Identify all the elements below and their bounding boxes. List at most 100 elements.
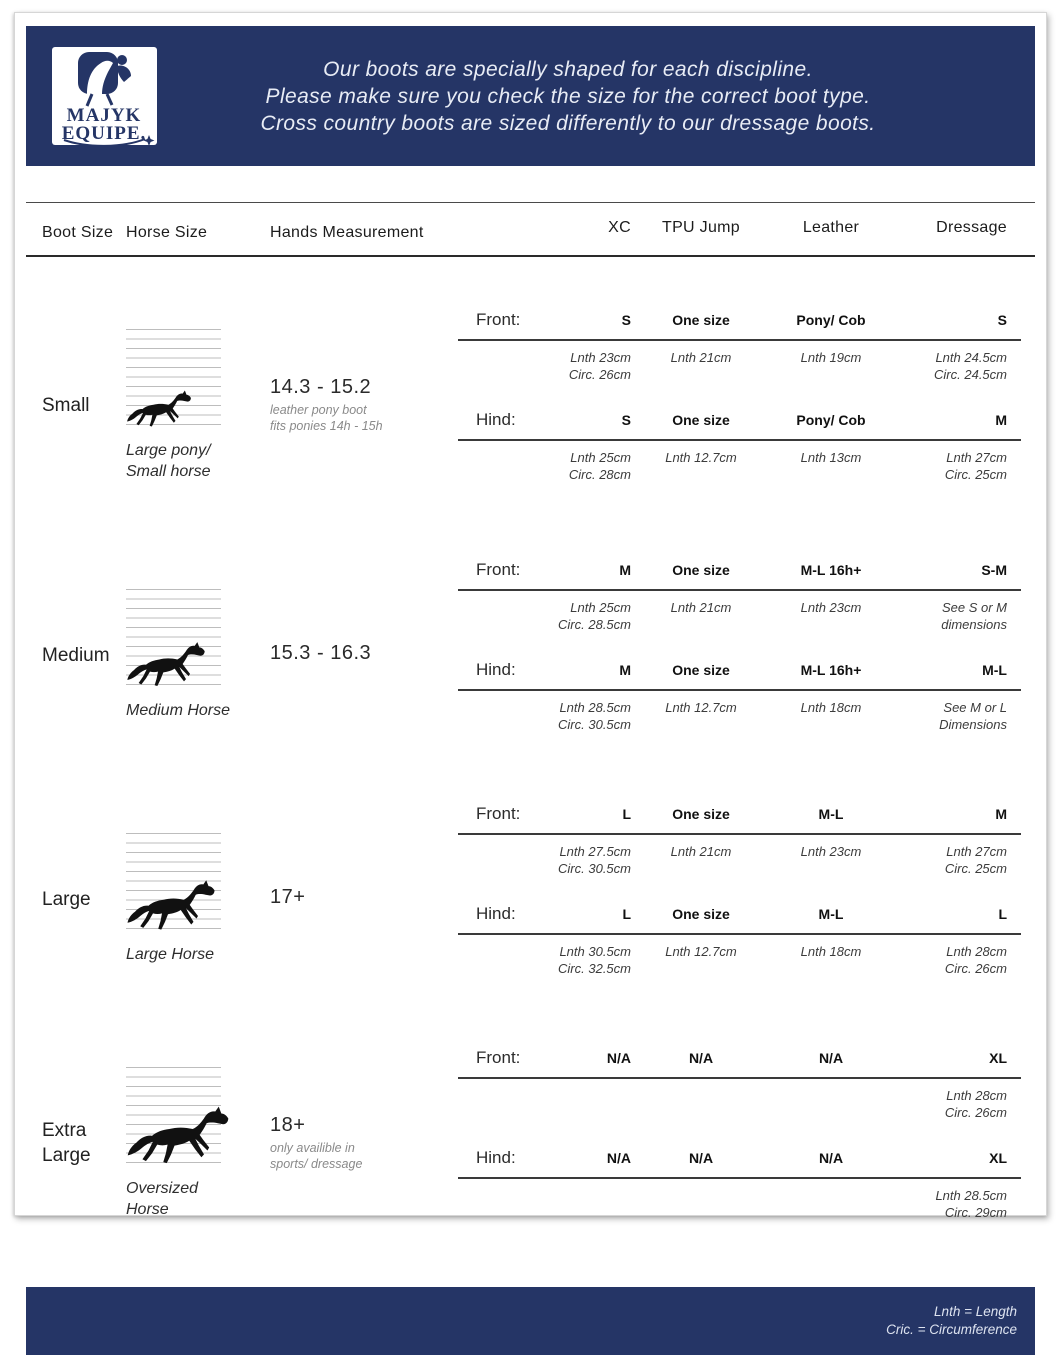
boot-size-label: Small <box>42 394 90 416</box>
front-tpu-dimensions: Lnth 21cm <box>670 350 732 365</box>
hind-tpu-dimensions <box>631 1188 771 1223</box>
discipline-sizes-table: Front: L One size M-L M Lnth 27.5cm Circ… <box>458 799 1021 999</box>
logo-wordmark-line1: MAJYK <box>67 105 142 126</box>
front-dressage-dimensions: Lnth 28cm Circ. 26cm <box>944 1088 1007 1120</box>
size-row: Large Large Horse 17+ <box>26 799 1035 999</box>
hind-xc-size: M <box>619 662 631 678</box>
hands-measurement-value: 17+ <box>270 886 306 908</box>
front-leather-size: Pony/ Cob <box>796 312 866 328</box>
front-dressage-dimensions: Lnth 27cm Circ. 25cm <box>944 844 1007 876</box>
hind-xc-dimensions: Lnth 28.5cm Circ. 30.5cm <box>558 700 631 732</box>
header-message-line: Please make sure you check the size for … <box>265 84 871 108</box>
hands-measurement-value: 14.3 - 15.2 <box>270 376 372 398</box>
hands-measurement-note: leather pony boot fits ponies 14h - 15h <box>270 403 383 433</box>
hind-xc-size: L <box>622 906 631 922</box>
hind-dimensions-row: Lnth 28.5cm Circ. 30.5cm Lnth 12.7cm Lnt… <box>458 691 1021 755</box>
front-sizes-row: Front: S One size Pony/ Cob S <box>458 305 1021 341</box>
front-dressage-dimensions: Lnth 24.5cm Circ. 24.5cm <box>934 350 1007 382</box>
hind-dimensions-row: Lnth 28.5cm Circ. 29cm <box>458 1179 1021 1243</box>
boot-size-label: Extra Large <box>42 1120 91 1166</box>
hind-xc-size: N/A <box>606 1150 631 1166</box>
header-band: MAJYK EQUIPE. Our boots are specially sh… <box>26 26 1035 166</box>
abbreviation-key-line: Lnth = Length <box>934 1304 1017 1319</box>
front-xc-size: N/A <box>606 1050 631 1066</box>
front-tpu-size: One size <box>672 562 730 578</box>
front-tpu-size: One size <box>672 806 730 822</box>
front-xc-size: L <box>622 806 631 822</box>
front-tpu-size: N/A <box>688 1050 714 1066</box>
front-dressage-dimensions: See S or M dimensions <box>941 600 1007 632</box>
size-row: Extra Large Oversized Horse 18+ <box>26 1043 1035 1243</box>
hind-tpu-dimensions: Lnth 12.7cm <box>665 944 737 959</box>
front-xc-dimensions: Lnth 25cm Circ. 28.5cm <box>558 600 631 632</box>
front-xc-dimensions <box>539 1088 631 1123</box>
front-xc-size: M <box>619 562 631 578</box>
discipline-sizes-table: Front: M One size M-L 16h+ S-M Lnth 25cm… <box>458 555 1021 755</box>
hind-dressage-size: L <box>998 906 1007 922</box>
front-dimensions-row: Lnth 23cm Circ. 26cm Lnth 21cm Lnth 19cm… <box>458 341 1021 405</box>
horse-size-label: Medium Horse <box>126 702 231 719</box>
logo-star-icon <box>143 135 155 145</box>
hind-tpu-size: One size <box>672 662 730 678</box>
front-dressage-size: S-M <box>981 562 1007 578</box>
hind-xc-dimensions <box>539 1188 631 1223</box>
front-dimensions-row: Lnth 25cm Circ. 28.5cm Lnth 21cm Lnth 23… <box>458 591 1021 655</box>
column-header-hands-measurement: Hands Measurement <box>270 224 424 241</box>
majyk-equipe-logo: MAJYK EQUIPE. <box>52 47 157 145</box>
galloping-horse-icon <box>127 880 215 930</box>
hind-dressage-dimensions: Lnth 27cm Circ. 25cm <box>944 450 1007 482</box>
front-xc-dimensions: Lnth 23cm Circ. 26cm <box>568 350 631 382</box>
hands-measurement-value: 18+ <box>270 1114 306 1136</box>
front-sizes-row: Front: N/A N/A N/A XL <box>458 1043 1021 1079</box>
hind-xc-size: S <box>621 412 631 428</box>
hind-tpu-dimensions: Lnth 12.7cm <box>665 450 737 465</box>
front-tpu-size: One size <box>672 312 730 328</box>
front-tpu-dimensions: Lnth 21cm <box>670 600 732 615</box>
column-header-dressage: Dressage <box>936 219 1007 236</box>
hind-dressage-size: M <box>995 412 1007 428</box>
column-header-boot-size: Boot Size <box>42 224 114 241</box>
front-row-label: Front: <box>476 560 521 579</box>
galloping-horse-icon <box>127 642 205 686</box>
column-header-xc: XC <box>608 219 631 236</box>
horse-size-label: Large pony/ Small horse <box>126 441 211 480</box>
front-dimensions-row: Lnth 27.5cm Circ. 30.5cm Lnth 21cm Lnth … <box>458 835 1021 899</box>
hind-tpu-size: One size <box>672 906 730 922</box>
logo-swoosh <box>63 138 146 145</box>
hind-row-label: Hind: <box>476 1148 516 1167</box>
header-message-line: Cross country boots are sized differentl… <box>260 111 876 135</box>
galloping-horse-icon <box>127 389 191 427</box>
horse-size-label: Large Horse <box>126 946 215 963</box>
height-chart-lines <box>126 589 221 693</box>
hind-tpu-dimensions: Lnth 12.7cm <box>665 700 737 715</box>
front-xc-dimensions: Lnth 27.5cm Circ. 30.5cm <box>558 844 631 876</box>
hind-xc-dimensions: Lnth 25cm Circ. 28cm <box>568 450 631 482</box>
hind-dressage-dimensions: See M or L Dimensions <box>939 700 1007 732</box>
hind-row-label: Hind: <box>476 660 516 679</box>
height-chart-lines <box>126 1066 229 1171</box>
horse-and-rider-icon <box>78 52 131 107</box>
header-message: Our boots are specially shaped for each … <box>157 56 1009 137</box>
hind-leather-dimensions: Lnth 18cm <box>800 700 862 715</box>
front-leather-size: M-L <box>818 806 844 822</box>
discipline-sizes-table: Front: N/A N/A N/A XL <box>458 1043 1021 1243</box>
front-xc-size: S <box>621 312 631 328</box>
height-chart-lines <box>126 328 221 433</box>
hind-dimensions-row: Lnth 25cm Circ. 28cm Lnth 12.7cm Lnth 13… <box>458 441 1021 505</box>
galloping-horse-icon <box>127 1106 229 1163</box>
hind-row-label: Hind: <box>476 410 516 429</box>
hands-measurement-value: 15.3 - 16.3 <box>270 642 372 664</box>
hind-leather-dimensions: Lnth 13cm <box>800 450 862 465</box>
boot-size-label: Large <box>42 888 91 910</box>
hind-sizes-row: Hind: M One size M-L 16h+ M-L <box>458 655 1021 691</box>
hind-leather-dimensions <box>771 1188 891 1223</box>
header-message-line: Our boots are specially shaped for each … <box>323 57 813 81</box>
discipline-sizes-table: Front: S One size Pony/ Cob S Lnth 23cm … <box>458 305 1021 505</box>
footer-band: Lnth = Length Cric. = Circumference <box>26 1287 1035 1355</box>
hind-leather-size: M-L 16h+ <box>800 662 862 678</box>
front-row-label: Front: <box>476 310 521 329</box>
front-row-label: Front: <box>476 804 521 823</box>
hind-dimensions-row: Lnth 30.5cm Circ. 32.5cm Lnth 12.7cm Lnt… <box>458 935 1021 999</box>
column-header-leather: Leather <box>802 219 860 236</box>
hind-leather-dimensions: Lnth 18cm <box>800 944 862 959</box>
